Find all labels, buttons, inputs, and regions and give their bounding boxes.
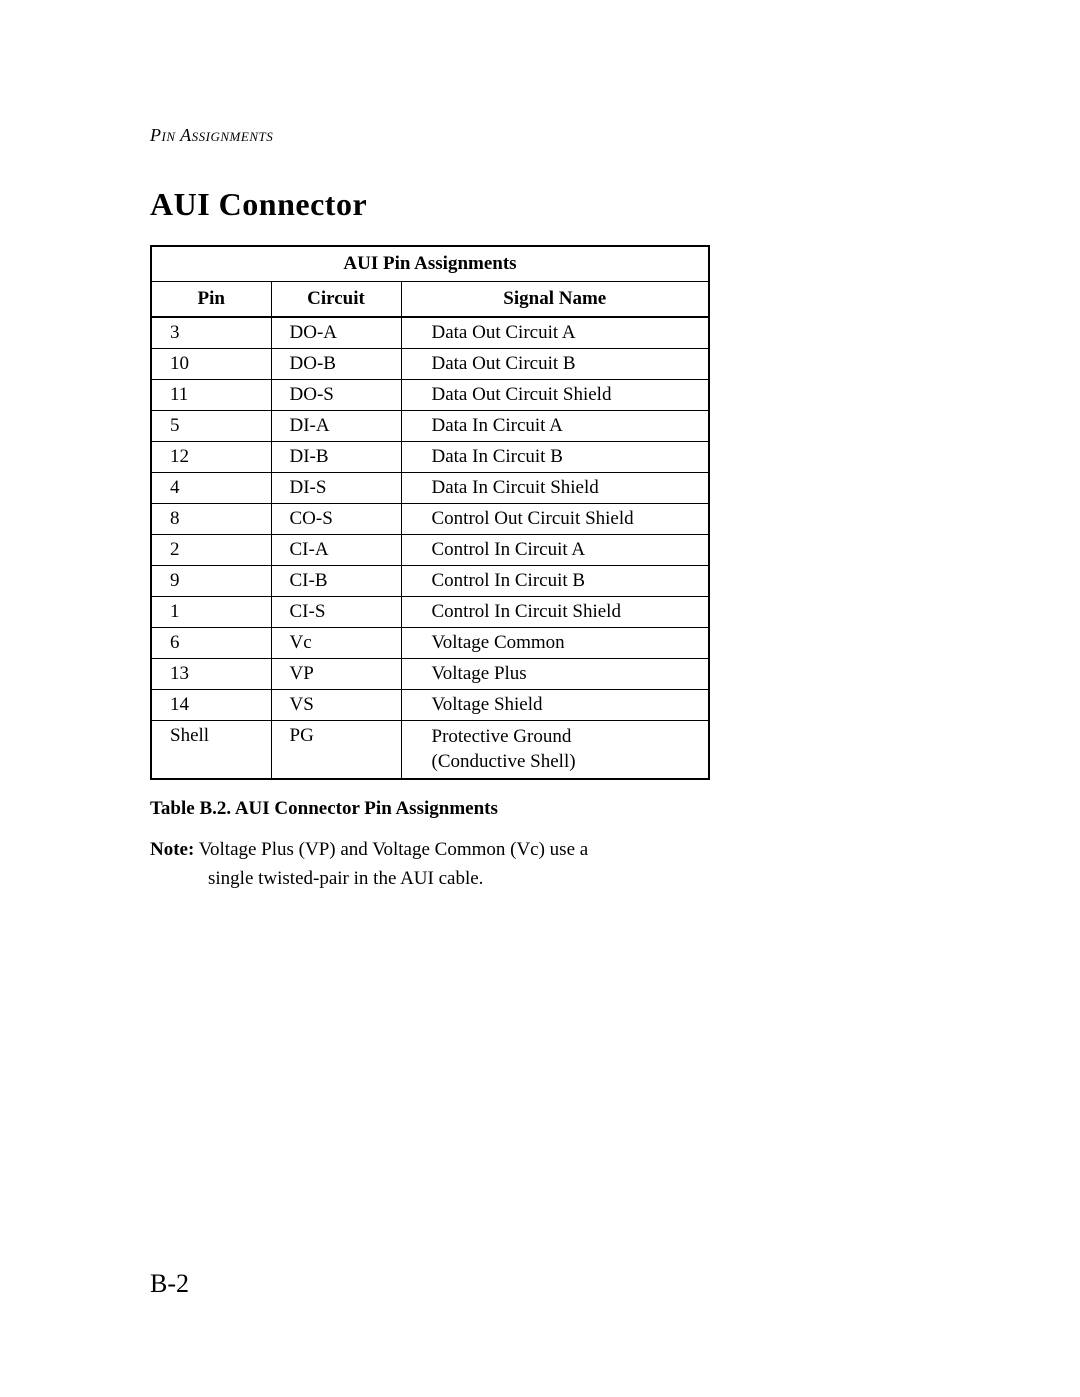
cell-circuit: PG xyxy=(271,721,401,780)
table-caption: Table B.2. AUI Connector Pin Assignments xyxy=(150,798,930,820)
cell-circuit: CO-S xyxy=(271,504,401,535)
cell-signal: Protective Ground(Conductive Shell) xyxy=(401,721,709,780)
cell-pin: 4 xyxy=(151,473,271,504)
note-text: Voltage Plus (VP) and Voltage Common (Vc… xyxy=(150,839,710,893)
column-header-circuit: Circuit xyxy=(271,282,401,318)
cell-pin: Shell xyxy=(151,721,271,780)
cell-signal: Control Out Circuit Shield xyxy=(401,504,709,535)
cell-signal: Data Out Circuit Shield xyxy=(401,380,709,411)
cell-signal: Data Out Circuit A xyxy=(401,317,709,349)
cell-signal: Control In Circuit B xyxy=(401,566,709,597)
table-row: 13VPVoltage Plus xyxy=(151,659,709,690)
note-block: Note: Voltage Plus (VP) and Voltage Comm… xyxy=(150,836,710,893)
table-row: 8CO-SControl Out Circuit Shield xyxy=(151,504,709,535)
page-header-label: Pin Assignments xyxy=(150,125,930,146)
cell-circuit: CI-S xyxy=(271,597,401,628)
table-row: 5DI-AData In Circuit A xyxy=(151,411,709,442)
cell-circuit: DI-S xyxy=(271,473,401,504)
table-header-row: Pin Circuit Signal Name xyxy=(151,282,709,318)
cell-pin: 14 xyxy=(151,690,271,721)
cell-pin: 13 xyxy=(151,659,271,690)
cell-pin: 3 xyxy=(151,317,271,349)
cell-signal: Voltage Common xyxy=(401,628,709,659)
table-row: 11DO-SData Out Circuit Shield xyxy=(151,380,709,411)
cell-circuit: VS xyxy=(271,690,401,721)
cell-pin: 12 xyxy=(151,442,271,473)
cell-signal: Data Out Circuit B xyxy=(401,349,709,380)
cell-circuit: Vc xyxy=(271,628,401,659)
cell-circuit: CI-A xyxy=(271,535,401,566)
cell-signal: Voltage Plus xyxy=(401,659,709,690)
table-title: AUI Pin Assignments xyxy=(151,246,709,282)
table-row: 12DI-BData In Circuit B xyxy=(151,442,709,473)
cell-pin: 5 xyxy=(151,411,271,442)
cell-signal: Data In Circuit A xyxy=(401,411,709,442)
table-row: 10DO-BData Out Circuit B xyxy=(151,349,709,380)
table-row: 3DO-AData Out Circuit A xyxy=(151,317,709,349)
cell-pin: 2 xyxy=(151,535,271,566)
note-label: Note: xyxy=(150,839,194,860)
pin-assignments-table: AUI Pin Assignments Pin Circuit Signal N… xyxy=(150,245,710,780)
cell-circuit: DI-A xyxy=(271,411,401,442)
page-number: B-2 xyxy=(150,1269,189,1299)
cell-signal: Voltage Shield xyxy=(401,690,709,721)
cell-circuit: DO-S xyxy=(271,380,401,411)
table-row: 6VcVoltage Common xyxy=(151,628,709,659)
table-body: 3DO-AData Out Circuit A10DO-BData Out Ci… xyxy=(151,317,709,779)
cell-signal: Control In Circuit Shield xyxy=(401,597,709,628)
cell-circuit: DO-B xyxy=(271,349,401,380)
cell-circuit: CI-B xyxy=(271,566,401,597)
cell-signal: Data In Circuit B xyxy=(401,442,709,473)
cell-pin: 6 xyxy=(151,628,271,659)
table-row: 4DI-SData In Circuit Shield xyxy=(151,473,709,504)
section-title: AUI Connector xyxy=(150,186,930,223)
cell-signal: Control In Circuit A xyxy=(401,535,709,566)
cell-pin: 11 xyxy=(151,380,271,411)
table-row: 2CI-AControl In Circuit A xyxy=(151,535,709,566)
cell-pin: 8 xyxy=(151,504,271,535)
cell-pin: 9 xyxy=(151,566,271,597)
cell-pin: 10 xyxy=(151,349,271,380)
table-row: 9CI-BControl In Circuit B xyxy=(151,566,709,597)
column-header-signal: Signal Name xyxy=(401,282,709,318)
cell-signal: Data In Circuit Shield xyxy=(401,473,709,504)
cell-circuit: DO-A xyxy=(271,317,401,349)
cell-circuit: DI-B xyxy=(271,442,401,473)
table-title-row: AUI Pin Assignments xyxy=(151,246,709,282)
column-header-pin: Pin xyxy=(151,282,271,318)
table-row: 1CI-SControl In Circuit Shield xyxy=(151,597,709,628)
table-row: 14VSVoltage Shield xyxy=(151,690,709,721)
cell-pin: 1 xyxy=(151,597,271,628)
table-row: ShellPGProtective Ground(Conductive Shel… xyxy=(151,721,709,780)
cell-circuit: VP xyxy=(271,659,401,690)
